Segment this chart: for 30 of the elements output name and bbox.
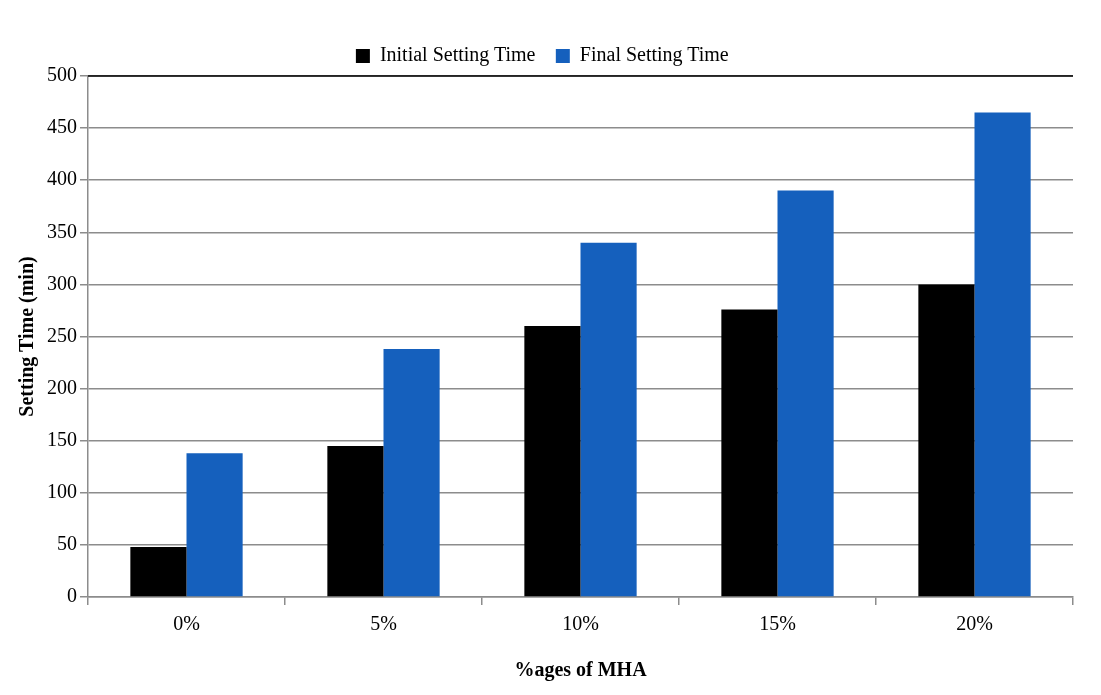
x-tick-label: 10% bbox=[562, 612, 599, 635]
bar bbox=[524, 326, 581, 597]
y-tick-label: 250 bbox=[47, 323, 77, 346]
bar bbox=[186, 453, 243, 597]
legend-label: Final Setting Time bbox=[579, 43, 729, 67]
bar bbox=[130, 546, 187, 597]
y-tick-label: 350 bbox=[47, 219, 77, 242]
bar bbox=[580, 242, 637, 597]
bar bbox=[777, 190, 834, 597]
x-tick-label: 20% bbox=[956, 612, 993, 635]
y-tick-label: 200 bbox=[47, 375, 77, 398]
y-tick-label: 400 bbox=[47, 167, 77, 190]
y-tick-label: 50 bbox=[57, 532, 77, 555]
y-tick-label: 150 bbox=[47, 427, 77, 450]
y-tick-label: 500 bbox=[47, 63, 77, 86]
y-axis-title: Setting Time (min) bbox=[15, 256, 39, 417]
y-tick-label: 100 bbox=[47, 480, 77, 503]
y-tick-label: 0 bbox=[67, 584, 77, 607]
bar bbox=[918, 284, 975, 597]
bar bbox=[974, 112, 1031, 597]
x-tick-label: 5% bbox=[370, 612, 397, 635]
y-tick-label: 450 bbox=[47, 115, 77, 138]
x-axis-title: %ages of MHA bbox=[514, 658, 648, 682]
bar bbox=[383, 349, 440, 597]
y-tick-label: 300 bbox=[47, 271, 77, 294]
legend-label: Initial Setting Time bbox=[379, 43, 536, 67]
bar bbox=[327, 445, 384, 597]
x-tick-label: 15% bbox=[759, 612, 796, 635]
x-tick-label: 0% bbox=[173, 612, 200, 635]
bar bbox=[721, 309, 778, 597]
